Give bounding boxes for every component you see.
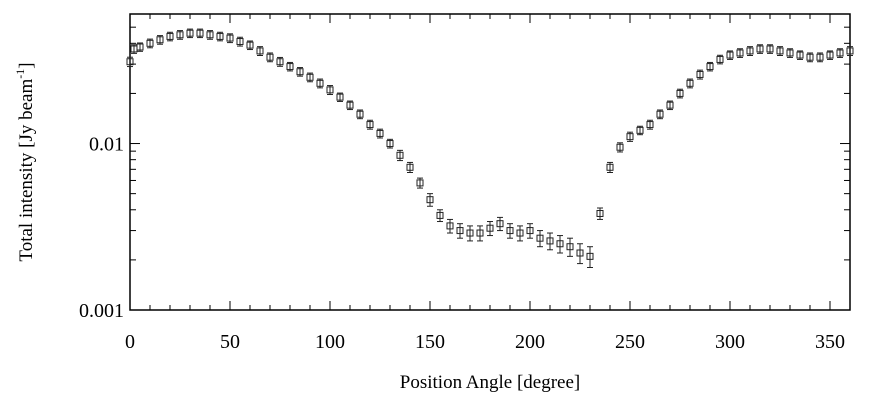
data-point [236, 38, 244, 46]
y-tick-label: 0.001 [79, 300, 124, 322]
data-point [536, 234, 544, 242]
x-tick-label: 50 [220, 331, 240, 353]
data-point [216, 32, 224, 40]
x-tick-label: 0 [125, 331, 135, 353]
data-point [446, 222, 454, 230]
data-point [376, 129, 384, 137]
x-tick-label: 350 [815, 331, 845, 353]
y-tick-label: 0.01 [89, 134, 124, 156]
data-point [766, 45, 774, 53]
data-point [526, 227, 534, 235]
data-point [266, 53, 274, 61]
data-point [496, 220, 504, 228]
data-point [646, 121, 654, 129]
data-point [246, 41, 254, 49]
data-point [806, 53, 814, 61]
data-point [596, 209, 604, 217]
data-point [486, 224, 494, 232]
data-point [846, 47, 854, 55]
data-point [546, 237, 554, 245]
data-point [386, 140, 394, 148]
data-point [186, 29, 194, 37]
data-point [296, 68, 304, 76]
data-point [826, 51, 834, 59]
x-tick-label: 300 [715, 331, 745, 353]
data-point [126, 58, 134, 66]
data-point [686, 79, 694, 87]
data-point [656, 110, 664, 118]
x-axis-title: Position Angle [degree] [400, 372, 580, 393]
data-point [256, 47, 264, 55]
data-point [456, 227, 464, 235]
data-point [816, 53, 824, 61]
data-point [476, 229, 484, 237]
x-tick-label: 100 [315, 331, 345, 353]
data-point [426, 196, 434, 204]
data-point [406, 163, 414, 171]
data-point [396, 151, 404, 159]
data-point [156, 36, 164, 44]
data-point [636, 126, 644, 134]
data-point [276, 58, 284, 66]
data-point [356, 110, 364, 118]
plot-frame [129, 13, 851, 311]
data-point [706, 63, 714, 71]
data-point [776, 47, 784, 55]
data-point [736, 49, 744, 57]
data-point [576, 249, 584, 257]
data-point [316, 79, 324, 87]
x-tick-label: 200 [515, 331, 545, 353]
data-point [466, 229, 474, 237]
data-point [716, 55, 724, 63]
data-point [506, 227, 514, 235]
data-point [626, 133, 634, 141]
data-point [606, 163, 614, 171]
y-axis-title-main: Total intensity [Jy beam [16, 79, 37, 262]
y-axis-title-end: ] [16, 62, 37, 68]
data-point [516, 229, 524, 237]
data-point [226, 34, 234, 42]
data-point [366, 121, 374, 129]
data-point [346, 101, 354, 109]
x-tick-label: 150 [415, 331, 445, 353]
data-point [206, 31, 214, 39]
data-point [796, 51, 804, 59]
data-point [586, 252, 594, 260]
data-point [286, 63, 294, 71]
data-point [336, 93, 344, 101]
data-point [556, 240, 564, 248]
data-point [166, 32, 174, 40]
data-point [416, 179, 424, 187]
data-point [196, 29, 204, 37]
data-point [746, 47, 754, 55]
data-point [756, 45, 764, 53]
data-point [136, 43, 144, 51]
data-point [566, 243, 574, 251]
data-series [126, 28, 854, 269]
data-point [306, 73, 314, 81]
data-point [836, 49, 844, 57]
tick-labels: 0 50 100 150 200 250 300 350 0.001 0.01 [79, 134, 845, 353]
x-tick-label: 250 [615, 331, 645, 353]
y-axis-title: Total intensity [Jy beam-1] [13, 62, 37, 261]
data-point [616, 143, 624, 151]
data-point [676, 89, 684, 97]
data-point [436, 211, 444, 219]
data-point [176, 31, 184, 39]
data-point [726, 51, 734, 59]
data-point [696, 70, 704, 78]
y-axis-title-sup: -1 [13, 69, 27, 79]
data-point [786, 49, 794, 57]
data-point [326, 86, 334, 94]
data-point [666, 101, 674, 109]
axis-ticks [129, 13, 851, 311]
data-point [146, 39, 154, 47]
